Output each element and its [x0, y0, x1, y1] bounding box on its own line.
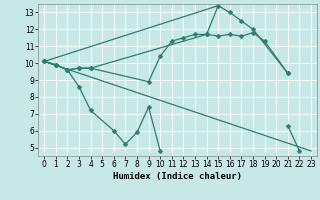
- X-axis label: Humidex (Indice chaleur): Humidex (Indice chaleur): [113, 172, 242, 181]
